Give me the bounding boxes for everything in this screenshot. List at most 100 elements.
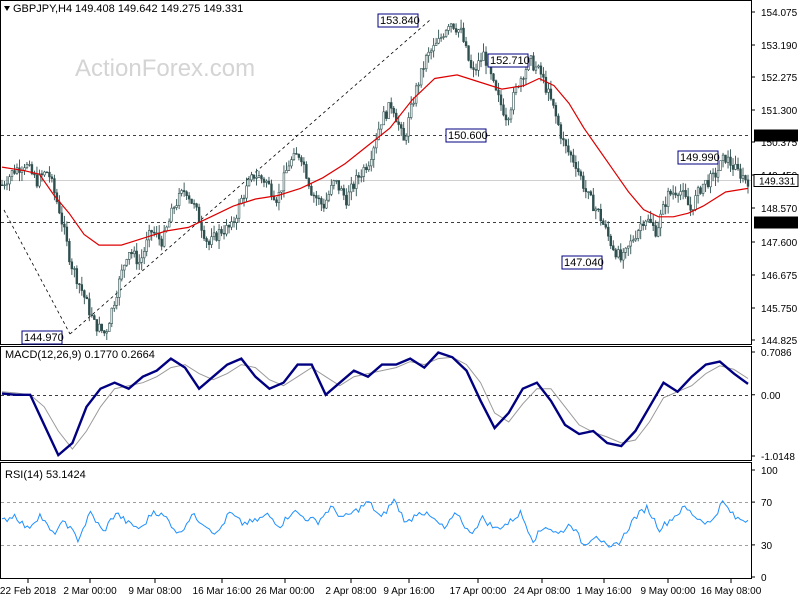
candle (250, 171, 253, 183)
candle (322, 198, 326, 212)
level-label-bg (754, 129, 798, 142)
candle-body (120, 269, 123, 280)
candle (706, 174, 710, 189)
candle-body (95, 319, 99, 332)
candle-body (464, 41, 468, 47)
candle-body (734, 163, 737, 170)
time-tick-label: 17 Apr 00:00 (450, 586, 507, 597)
candle (202, 225, 206, 241)
candle (85, 294, 89, 300)
candle (544, 70, 548, 95)
candle-body (15, 167, 19, 174)
candle (407, 112, 410, 143)
candle-body (317, 197, 321, 200)
candle-body (442, 36, 445, 38)
candle (145, 231, 148, 257)
candle-body (75, 268, 79, 285)
candle (337, 180, 341, 195)
candle-body (360, 176, 363, 178)
candle (215, 230, 218, 242)
candle-body (397, 121, 400, 125)
candle-body (280, 190, 283, 193)
candle-body (58, 201, 61, 214)
candle-body (33, 173, 36, 176)
candle-body (666, 190, 670, 207)
candle-body (78, 283, 81, 285)
candle-body (537, 65, 540, 68)
candle-body (604, 224, 607, 228)
candle (661, 200, 665, 215)
candle-body (632, 239, 635, 242)
candle (681, 182, 685, 200)
price-tick-label: 144.825 (761, 336, 798, 347)
candle (452, 23, 455, 30)
candle (424, 53, 428, 72)
candle (537, 64, 540, 69)
candle-body (429, 50, 433, 53)
candle (220, 226, 223, 237)
candle-body (624, 247, 627, 253)
candle-body (43, 171, 46, 176)
candle (422, 61, 425, 78)
annotation-147-040: 147.040 (561, 255, 604, 270)
candle (227, 224, 231, 234)
candle (656, 221, 660, 238)
candle-body (270, 183, 273, 197)
candle (342, 184, 346, 201)
candle-body (407, 117, 410, 137)
annotation-text: 153.840 (380, 15, 420, 27)
candle-body (409, 103, 413, 118)
candle-body (649, 218, 652, 223)
symbol-marker-icon (4, 6, 10, 11)
candle-body (452, 23, 455, 29)
candle-body (60, 212, 64, 225)
candle (467, 45, 470, 62)
candle-body (459, 27, 463, 30)
candle-body (434, 42, 438, 46)
rsi-tick-label: 70 (761, 498, 773, 509)
candle-body (694, 195, 697, 210)
candle (8, 174, 11, 191)
candle-body (474, 69, 478, 71)
trend-lines (3, 19, 431, 335)
candle (602, 218, 605, 225)
candle (340, 185, 343, 191)
candle-body (88, 298, 91, 316)
candle (614, 247, 617, 260)
candle-body (542, 73, 545, 78)
candle (572, 148, 575, 168)
candle (686, 187, 690, 206)
candle (564, 138, 568, 154)
candle-body (245, 185, 248, 199)
candle (48, 166, 51, 183)
candle-body (609, 235, 612, 247)
candle (255, 168, 258, 186)
candle (207, 239, 211, 251)
candle (327, 190, 331, 203)
candle-body (305, 164, 308, 179)
candle-body (297, 154, 301, 158)
candle-body (345, 194, 348, 206)
candle (352, 181, 355, 192)
candle (335, 179, 338, 185)
candle-body (217, 229, 221, 241)
candle-body (307, 178, 311, 187)
candle (232, 216, 236, 228)
candle-body (726, 156, 730, 163)
time-tick-label: 9 May 00:00 (640, 586, 695, 597)
candle-body (98, 323, 101, 332)
current-price-box (753, 174, 799, 187)
candle-body (679, 191, 682, 196)
candle-body (330, 185, 333, 195)
annotation-149-990: 149.990 (677, 150, 720, 165)
candle (170, 203, 173, 222)
candle-body (729, 156, 732, 166)
candle (619, 243, 622, 263)
candle (362, 164, 365, 183)
rsi-axis: 100 70 30 0 (1, 466, 778, 584)
candle (539, 62, 543, 82)
candle-body (686, 196, 690, 206)
candle (731, 158, 735, 176)
candle-body (287, 165, 291, 171)
candle (532, 52, 535, 72)
